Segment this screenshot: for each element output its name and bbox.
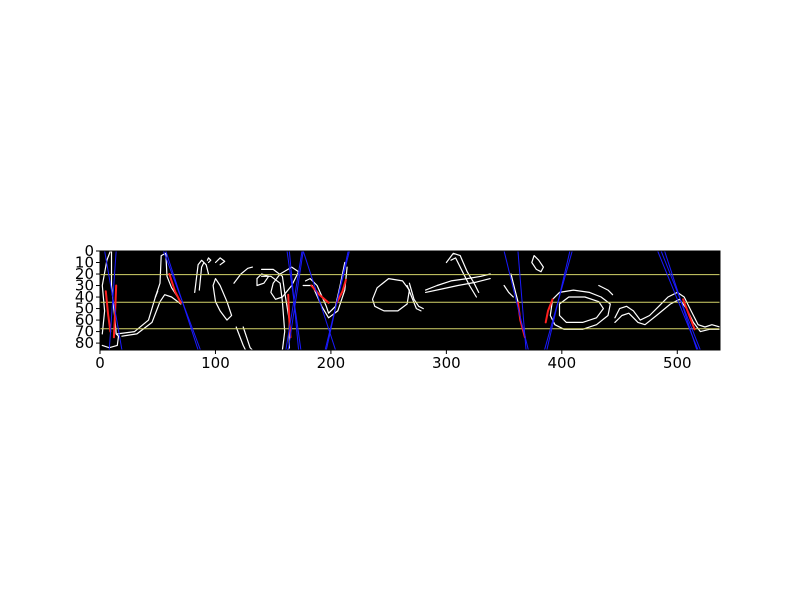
highlight-stroke-8	[682, 298, 696, 331]
edge-stroke-14	[242, 326, 253, 350]
image-background	[100, 251, 720, 350]
edge-stroke-7	[206, 257, 212, 264]
edge-stroke-8	[214, 257, 226, 266]
edge-stroke-33	[614, 298, 720, 333]
image-content	[100, 251, 720, 350]
y-tick-label: 70	[75, 323, 94, 341]
highlight-stroke-4	[310, 284, 330, 304]
edge-stroke-23	[425, 278, 491, 293]
y-tick-label: 30	[75, 277, 94, 295]
x-tick-label: 0	[95, 354, 105, 372]
edge-stroke-10	[233, 266, 253, 284]
edge-stroke-9	[212, 278, 233, 321]
edge-stroke-21	[408, 282, 424, 310]
x-tick-label: 100	[201, 354, 230, 372]
edge-stroke-20	[406, 284, 422, 312]
edge-stroke-32	[614, 291, 720, 328]
y-tick-label: 10	[75, 254, 94, 272]
edge-stroke-26	[503, 284, 514, 298]
edge-stroke-12	[261, 275, 286, 350]
image-plot-area	[100, 251, 720, 350]
slant-line-3	[165, 251, 199, 350]
edge-stroke-31	[598, 284, 614, 296]
edge-stroke-29	[549, 289, 611, 330]
slant-line-17	[664, 251, 698, 350]
edge-stroke-6	[198, 261, 205, 291]
highlight-stroke-0	[104, 290, 112, 333]
y-tick-label: 60	[75, 311, 94, 329]
highlight-stroke-3	[287, 293, 292, 339]
slant-line-1	[108, 251, 117, 350]
edge-stroke-13	[235, 326, 247, 350]
edge-stroke-11	[261, 268, 290, 350]
edge-stroke-25	[450, 257, 477, 298]
y-tick-label: 50	[75, 300, 94, 318]
x-tick-label: 500	[663, 354, 692, 372]
highlight-stroke-2	[168, 273, 182, 304]
axes-frame	[99, 250, 721, 351]
edge-stroke-27	[510, 273, 519, 303]
y-tick-label: 0	[84, 242, 94, 260]
x-tick-label: 200	[317, 354, 346, 372]
x-tick-label: 400	[548, 354, 577, 372]
slant-line-7	[287, 251, 304, 350]
highlight-stroke-7	[544, 298, 554, 324]
slant-line-0	[104, 251, 123, 350]
edge-stroke-28	[531, 255, 545, 273]
edge-stroke-24	[445, 252, 480, 293]
edge-stroke-0	[101, 251, 112, 335]
y-tick-label: 40	[75, 288, 94, 306]
edge-stroke-22	[425, 273, 491, 291]
slant-line-12	[517, 251, 527, 350]
edge-stroke-19	[371, 278, 410, 312]
edge-stroke-4	[154, 252, 182, 303]
slant-line-6	[285, 251, 303, 350]
y-tick-label: 20	[75, 265, 94, 283]
slant-line-14	[546, 251, 571, 350]
highlight-stroke-5	[335, 278, 347, 304]
edge-stroke-30	[558, 296, 605, 323]
highlight-stroke-1	[112, 284, 118, 339]
x-tick-label: 300	[432, 354, 461, 372]
y-tick-label: 80	[75, 334, 94, 352]
slant-line-10	[325, 251, 349, 350]
edge-stroke-5	[194, 259, 210, 293]
edge-stroke-3	[121, 294, 182, 337]
